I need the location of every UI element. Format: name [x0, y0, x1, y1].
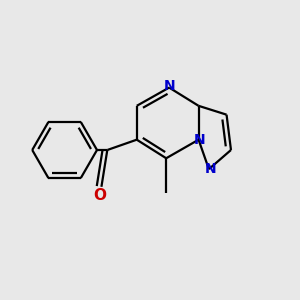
Text: O: O	[93, 188, 106, 202]
Text: N: N	[194, 133, 205, 147]
Text: N: N	[163, 79, 175, 93]
Text: N: N	[205, 162, 216, 176]
